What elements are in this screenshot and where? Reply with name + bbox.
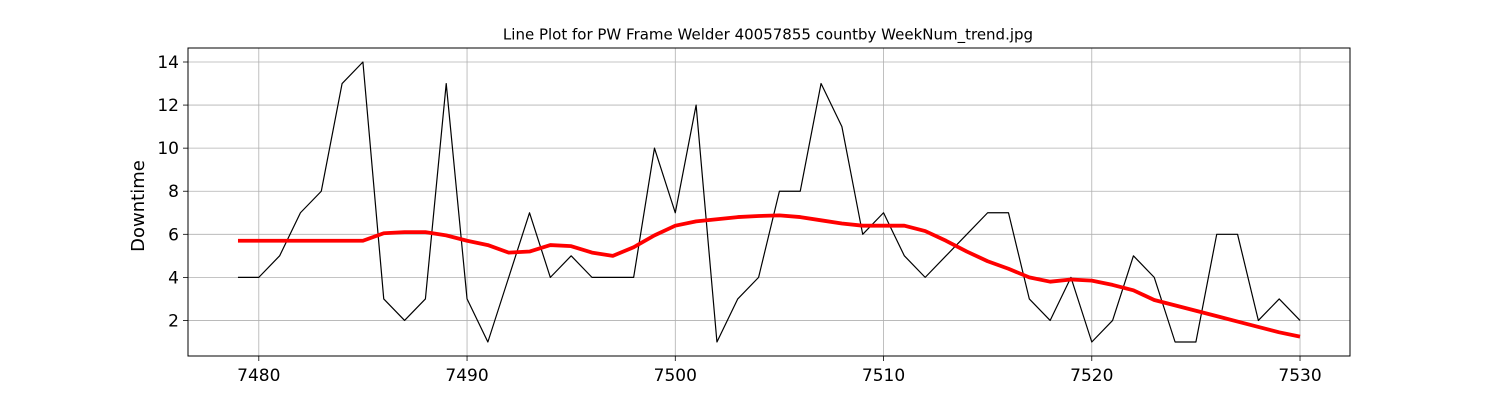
plot-frame <box>187 47 1351 357</box>
x-tick-label: 7520 <box>1070 366 1113 386</box>
x-tick-label: 7500 <box>654 366 697 386</box>
y-tick-label: 4 <box>168 268 179 288</box>
x-tick-label: 7510 <box>862 366 905 386</box>
y-tick-label: 10 <box>157 139 179 159</box>
y-tick-label: 6 <box>168 225 179 245</box>
y-axis-label: Downtime <box>128 160 149 252</box>
y-tick-label: 14 <box>157 53 179 73</box>
series-line-trend <box>237 213 1301 339</box>
y-tick-label: 2 <box>168 311 179 331</box>
series-group <box>237 61 1301 343</box>
axis-ticks: 7480 7490 7500 7510 7520 7530 2 4 6 8 10 12 14 <box>157 53 1321 386</box>
y-tick-label: 8 <box>168 182 179 202</box>
x-tick-label: 7480 <box>237 366 280 386</box>
x-tick-label: 7490 <box>445 366 488 386</box>
x-tick-label: 7530 <box>1278 366 1321 386</box>
y-tick-label: 12 <box>157 96 179 116</box>
chart-title: Line Plot for PW Frame Welder 40057855 c… <box>503 26 1033 45</box>
